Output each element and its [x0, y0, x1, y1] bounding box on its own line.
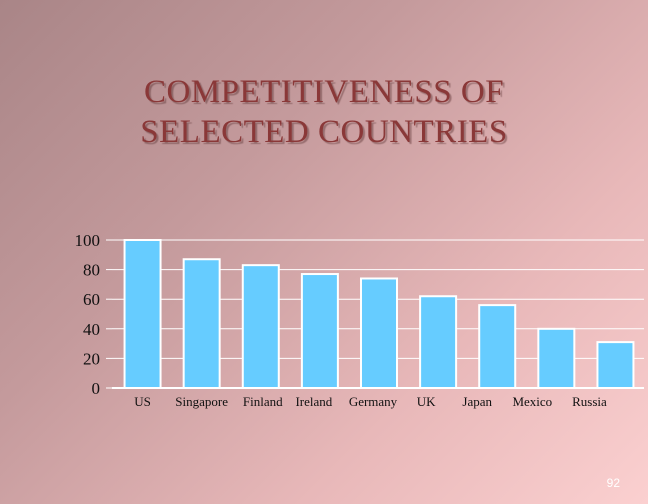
x-category-label: Ireland: [295, 394, 332, 409]
x-category-label: Singapore: [175, 394, 228, 409]
y-tick-label: 20: [83, 349, 100, 368]
bar-ireland: [300, 273, 339, 390]
x-category-label: Germany: [349, 394, 398, 409]
x-category-label: Japan: [462, 394, 492, 409]
bar-mexico: [537, 327, 576, 389]
bar-singapore: [182, 258, 221, 389]
y-tick-label: 100: [75, 231, 101, 250]
y-tick-label: 0: [92, 379, 101, 398]
bar-russia: [596, 341, 635, 389]
x-category-label: UK: [417, 394, 436, 409]
page-number: 92: [606, 476, 620, 490]
x-category-label: US: [134, 394, 151, 409]
x-category-label: Finland: [243, 394, 283, 409]
bar-finland: [241, 264, 280, 389]
x-category-label: Russia: [572, 394, 607, 409]
y-tick-label: 60: [83, 290, 100, 309]
y-axis-tick-labels: 100 80 60 40 20 0: [75, 231, 101, 398]
bar-uk: [419, 295, 458, 389]
bar-us: [123, 239, 162, 389]
x-axis-category-labels: US Singapore Finland Ireland Germany UK Japan M…: [134, 394, 607, 409]
y-tick-label: 80: [83, 261, 100, 280]
slide-title-line-1: COMPETITIVENESS OF: [143, 74, 505, 110]
chart-bars: [123, 239, 635, 390]
slide-title: COMPETITIVENESS OF SELECTED COUNTRIES: [0, 72, 648, 152]
bar-germany: [360, 277, 398, 390]
bar-japan: [478, 304, 517, 389]
x-category-label: Mexico: [512, 394, 552, 409]
slide-title-line-2: SELECTED COUNTRIES: [140, 114, 508, 150]
y-tick-label: 40: [83, 320, 100, 339]
